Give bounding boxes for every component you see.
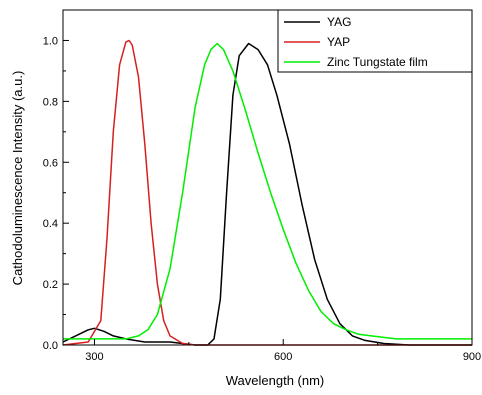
- y-axis-label: Cathodoluminescence Intensity (a.u.): [10, 71, 25, 286]
- y-tick-label: 1.0: [43, 35, 58, 47]
- y-tick-label: 0.4: [43, 218, 58, 230]
- x-tick-label: 600: [274, 351, 292, 363]
- series-line-yag: [62, 42, 472, 346]
- legend-label-zinc-tungstate: Zinc Tungstate film: [327, 55, 428, 69]
- y-tick-label: 0.6: [43, 157, 58, 169]
- plot-frame: [62, 9, 473, 346]
- x-tick-label: 900: [463, 351, 481, 363]
- legend-label-yag: YAG: [327, 15, 351, 29]
- x-tick-label: 300: [85, 351, 103, 363]
- y-tick-label: 0.2: [43, 279, 58, 291]
- legend: YAG YAP Zinc Tungstate film: [277, 9, 473, 73]
- y-axis-ticks: 0.0 0.2 0.4 0.6 0.8 1.0: [43, 35, 69, 352]
- series-line-zinc-tungstate: [63, 42, 472, 340]
- y-tick-label: 0.8: [43, 96, 58, 108]
- legend-label-yap: YAP: [327, 35, 350, 49]
- x-axis-label: Wavelength (nm): [226, 373, 325, 388]
- x-axis-ticks: 300 600 900: [85, 339, 481, 363]
- y-tick-label: 0.0: [43, 340, 58, 352]
